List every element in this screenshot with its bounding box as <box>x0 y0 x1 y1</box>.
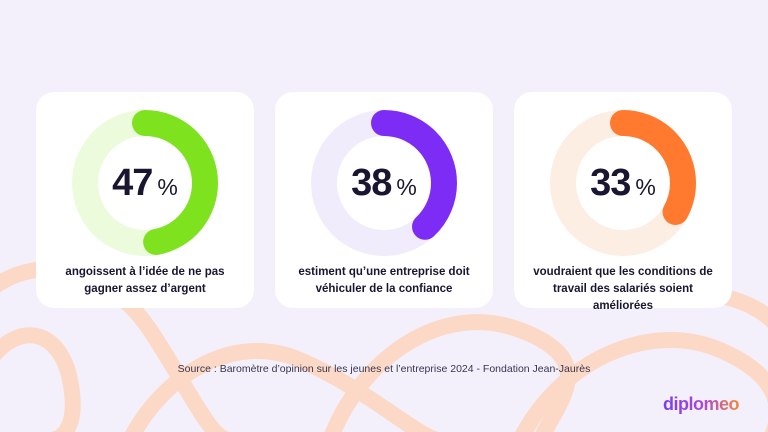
stat-caption: angoissent à l’idée de ne pas gagner ass… <box>44 264 246 298</box>
donut-progress-arc <box>550 110 696 256</box>
donut-chart <box>70 108 220 258</box>
caption-line: estiment qu’une entreprise doit <box>298 266 470 278</box>
stat-caption: estiment qu’une entreprise doit véhicule… <box>283 264 485 298</box>
percentage-value: 33 <box>590 161 631 204</box>
percentage-value: 38 <box>351 161 392 204</box>
caption-line: travail des salariés soient améliorées <box>553 283 693 312</box>
percentage: 47 % <box>70 108 220 258</box>
percent-sign: % <box>157 173 178 200</box>
percentage: 33 % <box>548 108 698 258</box>
donut-progress-arc <box>72 110 218 256</box>
diplomeo-logo: diplomeo <box>663 394 740 414</box>
caption-line: gagner assez d’argent <box>84 283 206 295</box>
percent-sign: % <box>396 173 417 200</box>
caption-line: angoissent à l’idée de ne pas <box>65 266 225 278</box>
percent-sign: % <box>635 173 656 200</box>
donut-chart <box>309 108 459 258</box>
donut-progress-arc <box>311 110 457 256</box>
stat-card: 38 % estiment qu’une entreprise doit véh… <box>275 92 493 308</box>
stat-card: 33 % voudraient que les conditions de tr… <box>514 92 732 312</box>
percentage-value: 47 <box>112 161 153 204</box>
stat-caption: voudraient que les conditions de travail… <box>522 264 724 315</box>
source-note: Source : Baromètre d’opinion sur les jeu… <box>177 363 591 375</box>
caption-line: véhiculer de la confiance <box>315 283 453 295</box>
donut-chart <box>548 108 698 258</box>
stat-card: 47 % angoissent à l’idée de ne pas gagne… <box>36 92 254 308</box>
caption-line: voudraient que les conditions de <box>533 266 713 278</box>
percentage: 38 % <box>309 108 459 258</box>
